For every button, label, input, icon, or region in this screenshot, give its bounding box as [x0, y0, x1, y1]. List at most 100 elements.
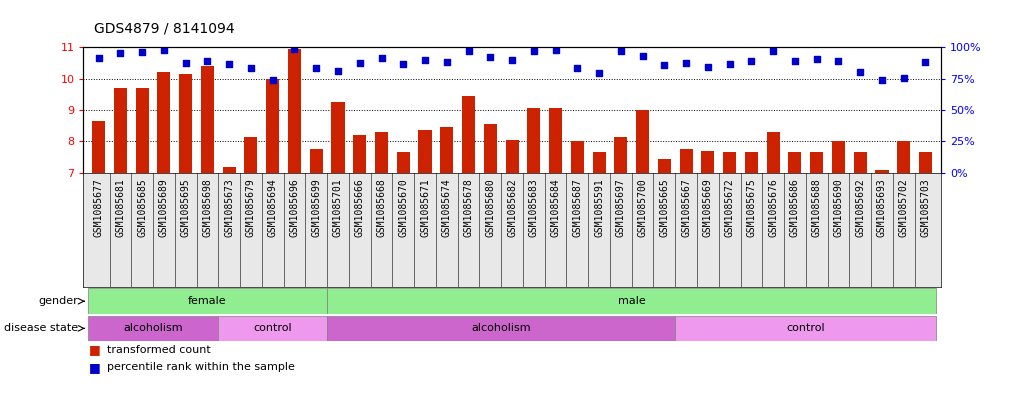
Point: [134, 49, 151, 55]
Text: female: female: [188, 296, 227, 306]
Text: GDS4879 / 8141094: GDS4879 / 8141094: [94, 21, 234, 35]
Bar: [723, 152, 736, 173]
Bar: [114, 88, 127, 173]
Point: [156, 47, 172, 53]
Text: GSM1085685: GSM1085685: [137, 178, 147, 237]
Text: GSM1085672: GSM1085672: [725, 178, 734, 237]
Point: [830, 57, 846, 64]
Bar: [919, 152, 932, 173]
Bar: [614, 137, 627, 173]
Point: [787, 57, 803, 64]
Text: transformed count: transformed count: [107, 345, 211, 355]
Bar: [767, 132, 780, 173]
Text: GSM1085669: GSM1085669: [703, 178, 713, 237]
Point: [308, 64, 324, 71]
Text: GSM1085700: GSM1085700: [638, 178, 648, 237]
Bar: [375, 132, 388, 173]
Bar: [288, 49, 301, 173]
Point: [503, 57, 520, 63]
Bar: [462, 96, 475, 173]
Point: [396, 61, 412, 68]
Text: GSM1085666: GSM1085666: [355, 178, 365, 237]
Bar: [636, 110, 649, 173]
Text: GSM1085695: GSM1085695: [181, 178, 190, 237]
Text: GSM1085673: GSM1085673: [224, 178, 234, 237]
Text: GSM1085679: GSM1085679: [246, 178, 256, 237]
Bar: [505, 140, 519, 173]
Bar: [484, 124, 497, 173]
Text: GSM1085677: GSM1085677: [94, 178, 104, 237]
Text: GSM1085591: GSM1085591: [594, 178, 604, 237]
Text: alcoholism: alcoholism: [471, 323, 531, 333]
Point: [417, 57, 433, 63]
Bar: [87, 316, 219, 341]
Text: GSM1085667: GSM1085667: [681, 178, 692, 237]
Text: GSM1085699: GSM1085699: [311, 178, 321, 237]
Bar: [788, 152, 801, 173]
Text: GSM1085680: GSM1085680: [485, 178, 495, 237]
Point: [765, 48, 781, 54]
Point: [461, 48, 477, 54]
Text: GSM1085698: GSM1085698: [202, 178, 213, 237]
Text: alcoholism: alcoholism: [123, 323, 183, 333]
Text: GSM1085694: GSM1085694: [267, 178, 278, 237]
Bar: [327, 288, 937, 314]
Text: control: control: [253, 323, 292, 333]
Text: GSM1085670: GSM1085670: [399, 178, 408, 237]
Text: GSM1085696: GSM1085696: [290, 178, 299, 237]
Point: [287, 46, 303, 52]
Bar: [158, 72, 171, 173]
Bar: [702, 151, 714, 173]
Point: [656, 62, 672, 68]
Point: [700, 64, 716, 70]
Point: [373, 55, 390, 61]
Bar: [853, 152, 866, 173]
Text: male: male: [618, 296, 646, 306]
Text: GSM1085689: GSM1085689: [159, 178, 169, 237]
Point: [112, 50, 128, 56]
Point: [243, 64, 259, 71]
Text: disease state: disease state: [4, 323, 78, 333]
Bar: [675, 316, 937, 341]
Bar: [658, 159, 671, 173]
Point: [352, 60, 368, 66]
Point: [547, 46, 563, 53]
Point: [264, 77, 281, 83]
Text: gender: gender: [39, 296, 78, 306]
Text: GSM1085692: GSM1085692: [855, 178, 865, 237]
Text: percentile rank within the sample: percentile rank within the sample: [107, 362, 295, 373]
Text: GSM1085676: GSM1085676: [768, 178, 778, 237]
Point: [721, 61, 737, 67]
Bar: [418, 130, 431, 173]
Point: [743, 57, 760, 64]
Bar: [332, 102, 345, 173]
Text: GSM1085697: GSM1085697: [616, 178, 625, 237]
Bar: [310, 149, 322, 173]
Bar: [201, 66, 214, 173]
Bar: [244, 137, 257, 173]
Text: GSM1085701: GSM1085701: [333, 178, 343, 237]
Text: GSM1085668: GSM1085668: [376, 178, 386, 237]
Point: [591, 70, 607, 76]
Text: GSM1085674: GSM1085674: [441, 178, 452, 237]
Text: GSM1085684: GSM1085684: [550, 178, 560, 237]
Point: [678, 60, 695, 66]
Point: [809, 56, 825, 62]
Bar: [219, 316, 327, 341]
Text: GSM1085678: GSM1085678: [464, 178, 474, 237]
Bar: [876, 170, 889, 173]
Bar: [744, 152, 758, 173]
Bar: [327, 316, 675, 341]
Point: [178, 60, 194, 66]
Text: GSM1085686: GSM1085686: [790, 178, 800, 237]
Bar: [832, 141, 845, 173]
Bar: [397, 152, 410, 173]
Text: GSM1085688: GSM1085688: [812, 178, 822, 237]
Point: [221, 61, 237, 68]
Point: [874, 77, 890, 83]
Bar: [93, 121, 105, 173]
Text: GSM1085687: GSM1085687: [573, 178, 583, 237]
Bar: [440, 127, 454, 173]
Point: [91, 55, 107, 61]
Bar: [549, 108, 562, 173]
